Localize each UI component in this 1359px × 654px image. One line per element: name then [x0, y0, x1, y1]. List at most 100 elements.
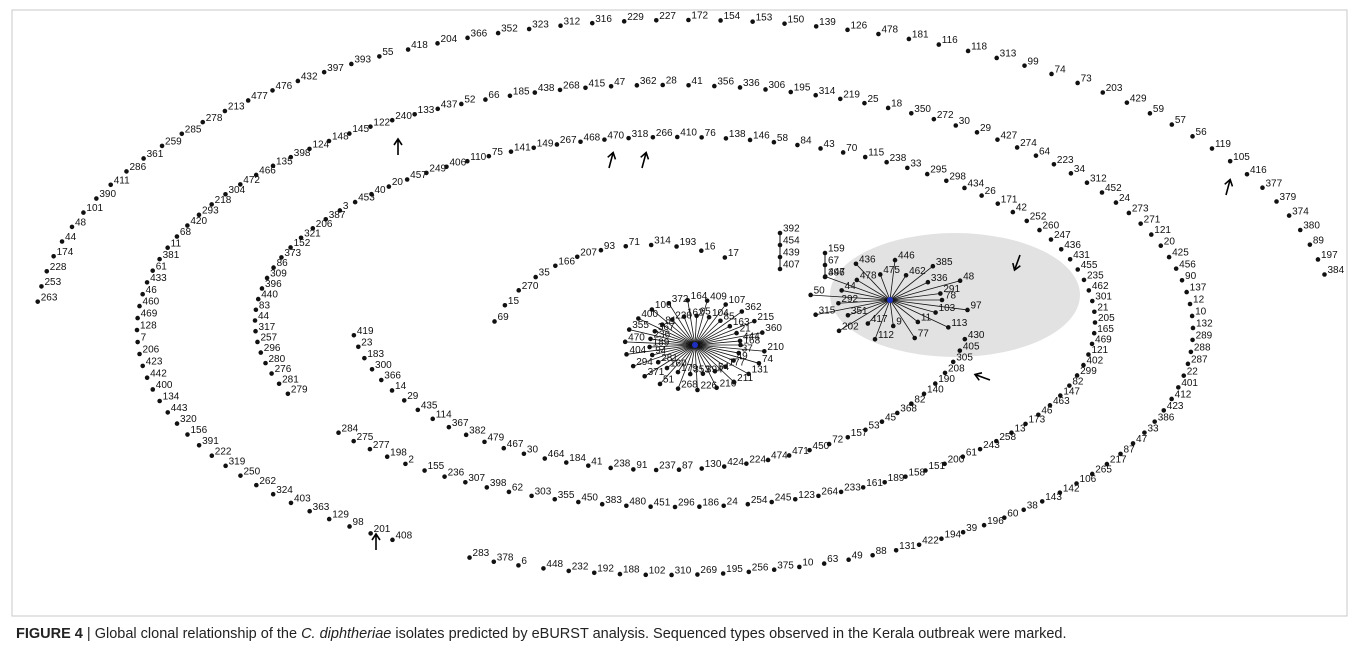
node-label: 154: [724, 11, 741, 22]
node: [598, 247, 604, 253]
node-label: 469: [141, 309, 158, 320]
node: [1091, 330, 1097, 336]
node-label: 161: [866, 478, 883, 489]
node-label: 194: [944, 529, 961, 540]
node: [1024, 218, 1030, 224]
node: [675, 369, 681, 375]
node: [412, 111, 417, 117]
node: [995, 201, 1001, 206]
node-label: 292: [841, 294, 858, 305]
node-label: 39: [966, 523, 978, 534]
node: [541, 566, 546, 571]
node-label: 156: [190, 425, 207, 436]
node-label: 336: [743, 78, 760, 89]
node: [157, 256, 162, 262]
node-label: 324: [276, 485, 293, 496]
node: [1179, 278, 1185, 283]
node-label: 235: [1087, 271, 1104, 282]
node-label: 367: [452, 418, 469, 429]
node-label: 397: [327, 63, 344, 74]
node: [905, 165, 910, 171]
node-label: 30: [527, 444, 539, 455]
node-label: 236: [448, 467, 465, 478]
node: [771, 567, 777, 573]
node-label: 44: [258, 311, 270, 322]
node-label: 452: [1105, 183, 1122, 194]
node-label: 152: [294, 238, 311, 249]
node-label: 396: [265, 279, 282, 290]
node-label: 118: [971, 42, 987, 53]
node: [962, 185, 967, 191]
node-label: 430: [968, 330, 985, 341]
node-label: 21: [740, 324, 752, 335]
node: [367, 446, 373, 452]
node-label: 245: [775, 493, 792, 504]
node-label: 47: [1136, 434, 1148, 445]
node-label: 65: [700, 306, 712, 317]
node-label: 476: [276, 81, 293, 92]
node: [270, 491, 276, 497]
node-label: 131: [899, 541, 916, 552]
node: [863, 427, 868, 433]
node-label: 432: [301, 72, 318, 83]
node: [792, 496, 798, 502]
node-label: 444: [743, 332, 760, 343]
node: [704, 298, 710, 303]
node: [669, 572, 674, 578]
caption-separator: |: [86, 626, 91, 642]
node: [1209, 146, 1215, 151]
node-label: 224: [749, 454, 766, 465]
node: [252, 318, 258, 323]
node-label: 362: [745, 302, 762, 313]
edge: [644, 344, 696, 377]
node: [769, 499, 775, 505]
node-label: 391: [202, 436, 219, 447]
node-label: 174: [57, 247, 74, 258]
node-label: 148: [332, 132, 349, 143]
edge: [889, 299, 968, 311]
node: [653, 18, 659, 23]
node-label: 206: [316, 219, 333, 230]
node-label: 301: [1095, 292, 1112, 303]
node-label: 463: [1053, 396, 1070, 407]
node: [403, 461, 408, 467]
node: [818, 146, 823, 151]
node: [816, 493, 821, 499]
node-label: 429: [1130, 93, 1147, 104]
node-label: 240: [395, 111, 412, 122]
node: [895, 410, 900, 416]
node-label: 188: [623, 565, 640, 576]
node: [491, 559, 497, 565]
arrow: [1012, 254, 1021, 272]
node: [141, 156, 146, 161]
node-label: 11: [171, 238, 182, 249]
node: [165, 245, 170, 251]
node-label: 34: [1074, 164, 1086, 175]
node: [664, 365, 670, 371]
node: [529, 493, 534, 499]
node: [415, 407, 421, 413]
node-label: 303: [535, 487, 552, 498]
node: [727, 323, 733, 329]
node: [446, 424, 452, 430]
node: [681, 314, 687, 319]
node-label: 228: [50, 262, 67, 273]
node-label: 12: [1193, 295, 1205, 306]
edge: [867, 299, 891, 324]
node: [699, 248, 704, 254]
node-label: 402: [1086, 356, 1103, 367]
node-label: 218: [215, 195, 232, 206]
node-label: 260: [1042, 221, 1059, 232]
node-label: 173: [1029, 415, 1046, 426]
node-label: 273: [1132, 204, 1149, 215]
node: [1260, 185, 1265, 191]
node-label: 310: [675, 566, 692, 577]
node-label: 49: [737, 351, 749, 362]
node-label: 307: [468, 473, 485, 484]
node-label: 417: [871, 314, 888, 325]
node: [492, 319, 497, 324]
node-label: 298: [949, 171, 966, 182]
figure: 2632532281744448101390411286361259285278…: [11, 9, 1348, 617]
node: [589, 20, 595, 26]
